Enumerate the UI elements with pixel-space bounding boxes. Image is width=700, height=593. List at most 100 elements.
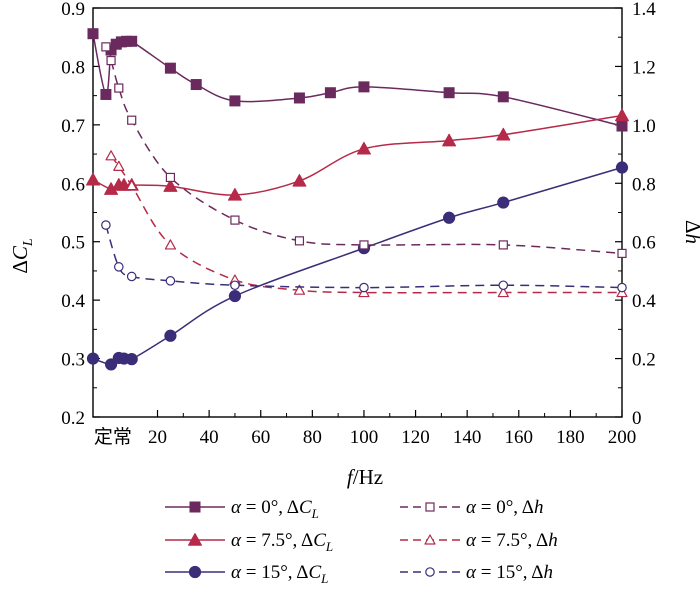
- x-tick-label: 40: [200, 427, 219, 448]
- data-point: [324, 87, 336, 99]
- x-tick-label-steady: 定常: [94, 426, 132, 448]
- y-axis-left-label: ΔCL: [8, 238, 36, 274]
- legend-label: α = 7.5°, ΔCL: [231, 530, 333, 554]
- data-point: [100, 88, 112, 100]
- data-point: [125, 353, 138, 366]
- series-4: [101, 42, 627, 258]
- legend-item: α = 15°, Δh: [400, 562, 553, 583]
- y-left-tick-label: 0.8: [61, 57, 85, 78]
- y-left-tick-label: 0.6: [61, 174, 85, 195]
- y-left-tick-label: 0.5: [61, 233, 85, 254]
- legend-item: α = 7.5°, ΔCL: [165, 530, 333, 554]
- series-line: [105, 224, 623, 289]
- data-point: [101, 42, 111, 52]
- data-point: [497, 91, 509, 103]
- y-left-tick-label: 0.3: [61, 350, 85, 371]
- data-point: [86, 352, 100, 365]
- y-right-tick-label: 0: [632, 408, 642, 429]
- legend-marker: [188, 565, 202, 579]
- data-point: [293, 92, 305, 104]
- y-right-tick-label: 0.6: [632, 233, 656, 254]
- data-point: [105, 150, 117, 161]
- data-point: [190, 79, 202, 91]
- data-point: [163, 179, 178, 192]
- data-point: [617, 282, 627, 293]
- data-point: [616, 120, 628, 132]
- x-axis-label: f/Hz: [347, 465, 383, 489]
- data-point: [230, 280, 240, 291]
- y-right-tick-label: 0.8: [632, 174, 656, 195]
- legend-marker: [188, 533, 202, 546]
- data-point: [104, 358, 118, 371]
- data-point: [114, 262, 124, 272]
- legend-label: α = 0°, ΔCL: [231, 497, 319, 521]
- data-point: [496, 127, 511, 141]
- y-right-tick-label: 0.2: [632, 350, 656, 371]
- y-right-tick-label: 1.0: [632, 116, 656, 137]
- data-point: [356, 141, 371, 155]
- data-point: [615, 108, 629, 122]
- y-right-tick-label: 1.4: [632, 0, 656, 20]
- y-axis-right-label: Δh: [681, 220, 700, 244]
- series-2: [86, 108, 629, 201]
- series-6: [101, 220, 627, 293]
- data-point: [126, 180, 138, 191]
- y-left-tick-label: 0.9: [61, 0, 85, 20]
- y-right-tick-label: 1.2: [632, 57, 656, 78]
- y-right-tick-label: 0.4: [632, 291, 656, 312]
- series-layer: [86, 28, 629, 371]
- legend-label: α = 15°, Δh: [466, 562, 553, 583]
- x-tick-label: 120: [401, 427, 430, 448]
- x-tick-label: 140: [453, 427, 482, 448]
- data-point: [294, 236, 305, 246]
- legend-item: α = 15°, ΔCL: [165, 562, 328, 586]
- data-point: [126, 271, 137, 282]
- data-point: [358, 81, 370, 93]
- legend-marker: [424, 534, 436, 545]
- legend-item: α = 7.5°, Δh: [400, 530, 558, 551]
- data-point: [101, 220, 111, 230]
- legend: α = 0°, ΔCL α = 7.5°, ΔCL α = 15°, ΔCL α = …: [165, 497, 558, 586]
- data-point: [498, 280, 509, 291]
- data-point: [359, 282, 369, 293]
- data-point: [293, 284, 306, 295]
- x-tick-label: 20: [148, 427, 167, 448]
- data-point: [229, 95, 241, 107]
- legend-marker: [189, 501, 201, 513]
- legend-marker: [425, 567, 435, 577]
- legend-label: α = 15°, ΔCL: [231, 562, 328, 586]
- data-point: [164, 62, 176, 74]
- y-left-tick-label: 0.4: [61, 291, 85, 312]
- series-line: [110, 155, 622, 294]
- data-point: [164, 239, 177, 250]
- data-point: [292, 173, 307, 187]
- data-point: [126, 35, 138, 47]
- x-tick-label: 200: [608, 427, 637, 448]
- y-left-tick-label: 0.2: [61, 408, 85, 429]
- data-point: [497, 196, 510, 209]
- data-point: [443, 87, 455, 99]
- data-point: [113, 160, 125, 171]
- data-point: [497, 286, 509, 298]
- svg-text:Δh: Δh: [681, 220, 700, 244]
- data-point: [114, 83, 124, 93]
- data-point: [86, 172, 100, 186]
- series-5: [105, 150, 628, 298]
- series-1: [87, 28, 628, 132]
- data-point: [443, 211, 456, 224]
- data-point: [615, 161, 629, 174]
- legend-item: α = 0°, ΔCL: [165, 497, 319, 521]
- data-point: [359, 240, 369, 250]
- data-point: [617, 248, 627, 258]
- data-point: [127, 115, 137, 125]
- x-tick-label: 80: [303, 427, 322, 448]
- series-line: [105, 46, 623, 255]
- legend-marker: [425, 502, 435, 512]
- axes: 20 40 60 80 100 120 140 160 180 200 定常 0.2 0.3 0.4 0.5…: [61, 0, 656, 448]
- data-point: [106, 55, 116, 66]
- x-tick-label: 160: [505, 427, 534, 448]
- data-point: [227, 187, 242, 201]
- data-point: [442, 133, 457, 147]
- legend-label: α = 7.5°, Δh: [466, 530, 558, 551]
- data-point: [165, 172, 176, 183]
